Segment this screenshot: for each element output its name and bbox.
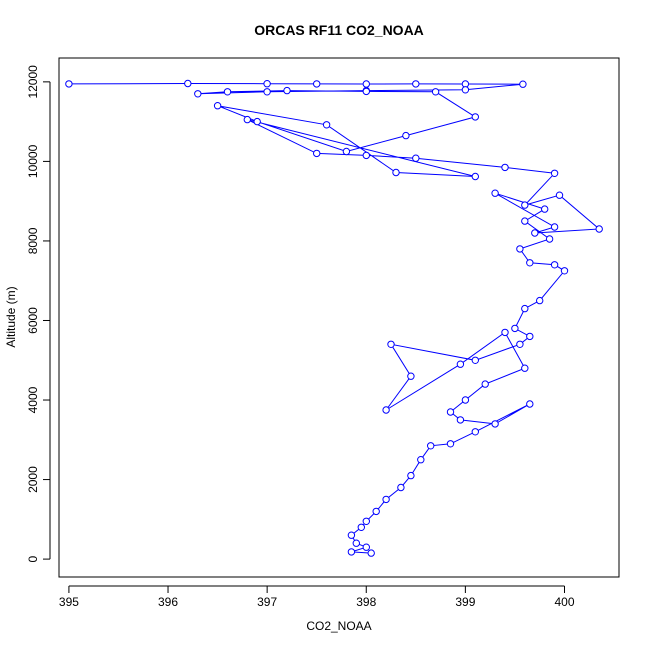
- x-tick-label: 399: [455, 595, 475, 609]
- data-point: [65, 80, 73, 88]
- data-point: [471, 113, 479, 121]
- data-point: [263, 88, 271, 96]
- data-point: [446, 440, 455, 448]
- x-tick-label: 400: [554, 595, 574, 609]
- data-point: [431, 88, 440, 96]
- data-point: [427, 442, 435, 450]
- data-point: [253, 117, 261, 126]
- data-point: [550, 169, 559, 178]
- data-point: [541, 205, 549, 213]
- data-point: [501, 328, 509, 337]
- chart-title: ORCAS RF11 CO2_NOAA: [254, 22, 424, 38]
- data-point: [362, 87, 370, 96]
- data-point: [362, 80, 370, 88]
- data-point: [194, 90, 202, 98]
- data-point: [382, 406, 390, 414]
- data-point: [550, 261, 559, 269]
- x-tick-label: 398: [356, 595, 376, 609]
- y-axis: 0 2000 4000 6000 8000 10000 12000: [26, 65, 51, 562]
- y-tick-label: 12000: [26, 65, 40, 99]
- data-point: [456, 416, 465, 424]
- y-axis-label: Altitude (m): [4, 286, 18, 347]
- data-point: [456, 360, 465, 368]
- data-point: [407, 471, 415, 480]
- data-point: [560, 267, 569, 275]
- data-point: [392, 168, 400, 177]
- data-point: [382, 495, 390, 504]
- data-point: [243, 115, 252, 124]
- data-point: [526, 259, 534, 267]
- data-point: [521, 217, 529, 225]
- data-point: [491, 420, 499, 428]
- data-point: [550, 223, 559, 231]
- y-tick-label: 4000: [26, 386, 40, 413]
- data-point: [313, 80, 321, 88]
- series-line: [68, 82, 601, 554]
- data-point: [526, 332, 534, 341]
- data-point: [362, 151, 370, 160]
- x-tick-label: 396: [158, 595, 178, 609]
- data-point: [417, 456, 425, 464]
- x-axis-label: CO2_NOAA: [306, 619, 371, 633]
- y-tick-label: 6000: [26, 307, 40, 334]
- data-point: [461, 396, 470, 404]
- data-point: [461, 86, 470, 94]
- data-point: [471, 428, 479, 436]
- data-point: [397, 483, 405, 492]
- data-point: [352, 539, 360, 547]
- data-point: [521, 201, 529, 209]
- data-point: [372, 507, 380, 516]
- data-point: [536, 296, 544, 305]
- data-point: [516, 340, 524, 348]
- data-point: [387, 340, 395, 348]
- data-point: [511, 324, 519, 333]
- data-point: [357, 523, 365, 531]
- x-axis: 395 396 397 398 399 400: [59, 585, 575, 609]
- data-point: [313, 149, 321, 158]
- data-point: [213, 102, 222, 110]
- data-point: [347, 531, 356, 539]
- data-point: [263, 80, 271, 88]
- data-point: [526, 400, 534, 408]
- data-point: [545, 235, 554, 243]
- data-point: [412, 80, 420, 88]
- data-point: [283, 86, 291, 95]
- data-point: [481, 380, 489, 388]
- data-point: [471, 172, 479, 181]
- data-point: [446, 408, 455, 416]
- data-point: [521, 364, 529, 372]
- y-tick-label: 8000: [26, 227, 40, 254]
- data-point: [519, 80, 527, 88]
- data-point: [223, 88, 232, 96]
- data-point: [362, 517, 370, 525]
- y-tick-label: 2000: [26, 466, 40, 493]
- data-point: [531, 229, 539, 237]
- data-point: [322, 121, 331, 129]
- data-point: [491, 189, 499, 197]
- plot-frame: [58, 57, 620, 578]
- data-point: [184, 79, 192, 88]
- y-tick-label: 10000: [26, 144, 40, 178]
- data-point: [521, 304, 529, 313]
- data-point: [407, 372, 415, 380]
- y-tick-label: 0: [26, 555, 40, 562]
- x-tick-label: 395: [59, 595, 79, 609]
- data-point: [501, 163, 509, 172]
- data-point: [367, 549, 375, 557]
- data-point: [342, 147, 351, 156]
- data-point: [595, 225, 603, 233]
- data-point: [471, 356, 479, 364]
- x-tick-label: 397: [257, 595, 277, 609]
- data-point: [402, 131, 410, 140]
- data-point: [362, 543, 370, 551]
- data-point: [555, 191, 564, 199]
- data-point: [412, 154, 420, 162]
- series-layer: [65, 79, 603, 557]
- data-point: [347, 548, 356, 556]
- data-point: [516, 245, 524, 253]
